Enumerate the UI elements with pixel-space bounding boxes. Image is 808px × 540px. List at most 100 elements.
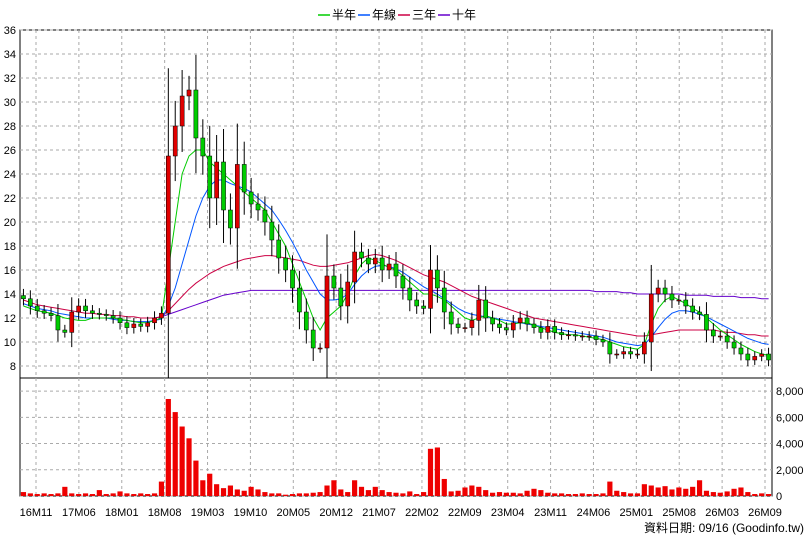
volume-bar <box>55 493 61 496</box>
volume-bar <box>759 493 765 496</box>
volume-bar <box>483 490 489 496</box>
volume-bar <box>41 493 47 496</box>
volume-bar <box>621 492 627 496</box>
candle-body <box>690 305 695 313</box>
volume-bar <box>717 492 723 496</box>
volume-bar <box>627 493 634 496</box>
x-tick: 18M08 <box>148 507 182 519</box>
price-y-tick: 18 <box>4 241 16 253</box>
candle-body <box>331 275 337 289</box>
candle-body <box>476 299 482 321</box>
candle-body <box>628 351 633 355</box>
volume-panel-frame <box>19 377 773 497</box>
price-panel-frame <box>19 29 773 379</box>
candle-body <box>366 257 371 265</box>
candle-body <box>207 155 213 199</box>
volume-bar <box>765 494 772 496</box>
candle-body <box>469 320 475 328</box>
volume-bar <box>331 480 337 496</box>
x-tick: 20M12 <box>319 507 353 519</box>
price-y-tick: 34 <box>4 49 16 61</box>
volume-bar <box>441 478 447 496</box>
volume-bar <box>151 493 158 496</box>
price-y-tick: 22 <box>4 193 16 205</box>
x-tick: 19M10 <box>234 507 268 519</box>
volume-bar <box>179 426 185 496</box>
candle-body <box>435 269 440 289</box>
candle-body <box>448 311 454 325</box>
volume-bar <box>476 486 482 496</box>
volume-bar <box>200 480 206 496</box>
volume-bar <box>662 486 668 496</box>
volume-bar <box>427 448 434 496</box>
price-y-tick-labels: 8 10 12 14 16 18 20 22 24 26 28 30 32 34 36 <box>4 25 16 373</box>
volume-bar <box>262 492 268 496</box>
volume-bar <box>62 486 68 496</box>
x-tick: 16M11 <box>20 507 53 519</box>
volume-bar <box>76 494 82 496</box>
x-tick: 24M06 <box>577 507 611 519</box>
volume-bar <box>379 490 385 496</box>
candle-body <box>504 327 509 331</box>
x-tick-labels: 16M11 17M06 18M01 18M08 19M03 19M10 20M05 20M12… <box>20 507 782 519</box>
volume-bar <box>545 492 551 496</box>
candle-body <box>614 353 620 356</box>
candle-body <box>21 295 26 300</box>
volume-bar <box>752 494 758 496</box>
volume-bar <box>503 492 509 496</box>
volume-bar <box>731 488 737 496</box>
candle-body <box>228 209 233 229</box>
candle-body <box>704 314 709 331</box>
candle-body <box>269 221 275 241</box>
candle-body <box>683 299 689 307</box>
volume-bar <box>117 491 123 496</box>
candle-body <box>421 305 426 309</box>
legend-entry: 三年 <box>412 8 436 22</box>
x-tick: 21M07 <box>362 507 396 519</box>
volume-bar <box>421 492 427 496</box>
candle-body <box>76 305 81 313</box>
volume-bar <box>69 493 75 496</box>
candle-body <box>676 299 682 302</box>
price-y-tick: 20 <box>4 217 16 229</box>
data-date-label: 資料日期: 09/16 (Goodinfo.tw) <box>644 521 804 535</box>
volume-bar <box>586 494 592 496</box>
volume-bar <box>338 489 344 496</box>
candle-body <box>379 257 385 271</box>
candle-body <box>697 311 702 315</box>
candle-body <box>172 125 178 157</box>
candle-body <box>517 317 523 324</box>
x-tick: 17M06 <box>62 507 96 519</box>
candle-body <box>400 275 406 289</box>
candle-body <box>745 353 751 361</box>
candle-body <box>352 251 357 283</box>
legend-entry: 年線 <box>372 7 396 22</box>
candle-body <box>579 335 585 338</box>
candle-body <box>28 298 33 307</box>
candle-body <box>393 263 399 277</box>
candle-body <box>255 203 261 211</box>
legend-entry: 十年 <box>452 8 476 22</box>
candle-body <box>621 351 626 355</box>
price-y-tick: 24 <box>4 169 16 181</box>
volume-bar <box>648 485 654 496</box>
x-tick: 19M03 <box>191 507 225 519</box>
legend: 半年 年線 三年 十年 <box>318 7 476 22</box>
candle-body <box>566 334 571 337</box>
volume-bar <box>407 491 413 496</box>
candle-body <box>662 287 668 295</box>
candle-body <box>276 239 282 259</box>
volume-bar <box>27 493 33 496</box>
candle-body <box>524 317 530 325</box>
candle-body <box>131 323 137 328</box>
candle-body <box>90 310 95 314</box>
volume-y-tick: 8,000 <box>776 386 804 398</box>
candle-body <box>34 305 40 312</box>
x-tick: 20M05 <box>276 507 310 519</box>
price-y-tick: 36 <box>4 25 16 37</box>
volume-bar <box>227 485 234 496</box>
candle-body <box>152 317 157 324</box>
candle-body <box>766 353 771 361</box>
volume-bar <box>738 487 744 496</box>
volume-bar <box>138 493 144 496</box>
